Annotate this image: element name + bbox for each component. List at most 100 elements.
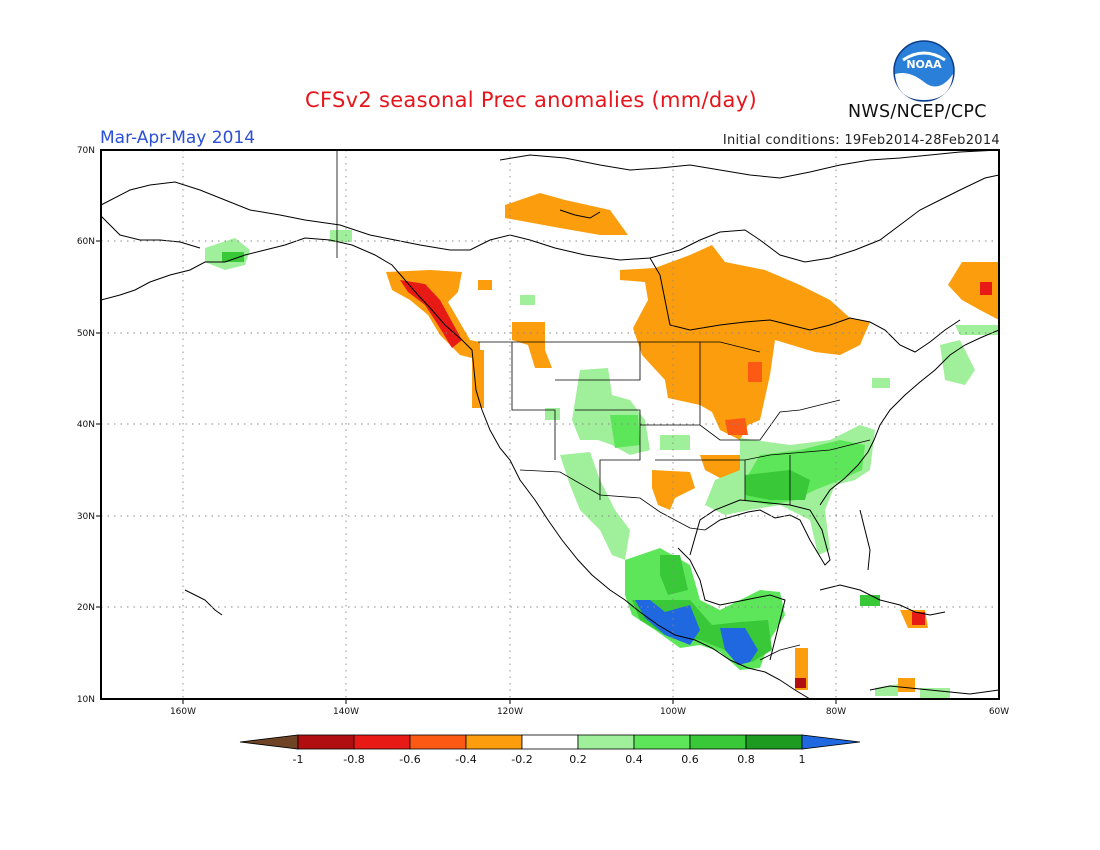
noaa-logo-icon: NOAA xyxy=(893,40,955,102)
colorbar-swatch xyxy=(633,734,691,750)
anomaly-patch xyxy=(610,415,640,448)
anomaly-patch xyxy=(872,378,890,388)
anomaly-patch xyxy=(898,678,915,692)
anomaly-patch xyxy=(330,230,352,242)
organization-label: NWS/NCEP/CPC xyxy=(848,102,987,122)
lon-label: 140W xyxy=(333,707,359,717)
colorbar-label: 0.4 xyxy=(625,753,643,766)
colorbar-label: -0.2 xyxy=(511,753,532,766)
border xyxy=(555,342,641,381)
colorbar-label: 0.8 xyxy=(737,753,755,766)
map-title: CFSv2 seasonal Prec anomalies (mm/day) xyxy=(305,88,757,112)
anomaly-patch xyxy=(725,418,748,435)
colorbar-label: 0.2 xyxy=(569,753,587,766)
anomaly-patch xyxy=(545,408,560,420)
lon-label: 120W xyxy=(497,707,523,717)
anomaly-patch xyxy=(912,612,925,625)
colorbar-swatch xyxy=(577,734,635,750)
anomaly-patch xyxy=(748,362,762,382)
anomaly-patch xyxy=(940,340,975,385)
lat-label: 70N xyxy=(77,146,95,156)
colorbar-arrow-right xyxy=(801,734,861,750)
anomaly-patch xyxy=(700,455,745,478)
colorbar-label: -0.4 xyxy=(455,753,476,766)
lat-label: 20N xyxy=(77,603,95,613)
political-borders xyxy=(336,150,871,661)
colorbar-label: -0.8 xyxy=(343,753,364,766)
coastline xyxy=(819,329,999,506)
anomaly-patch xyxy=(660,555,688,595)
lon-label: 160W xyxy=(170,707,196,717)
anomaly-patch xyxy=(222,252,244,262)
noaa-logo-text: NOAA xyxy=(906,58,942,71)
axis-ticks xyxy=(96,240,837,704)
lon-label: 100W xyxy=(660,707,686,717)
anomaly-patch xyxy=(472,350,484,408)
anomaly-patch xyxy=(980,282,992,295)
anomaly-patch xyxy=(745,470,810,500)
initial-conditions: Initial conditions: 19Feb2014-28Feb2014 xyxy=(722,133,1000,148)
lon-label: 60W xyxy=(989,707,1009,717)
colorbar-swatch xyxy=(465,734,523,750)
colorbar-swatch xyxy=(689,734,747,750)
anomaly-patch xyxy=(620,245,870,440)
anomaly-patch xyxy=(875,684,898,696)
anomaly-patch xyxy=(795,678,806,688)
map-frame xyxy=(100,149,1000,700)
anomaly-patch xyxy=(948,262,999,320)
season-label: Mar-Apr-May 2014 xyxy=(100,128,256,148)
colorbar-arrow-left xyxy=(239,734,299,750)
colorbar-swatch xyxy=(521,734,579,750)
coastline xyxy=(689,499,831,566)
border xyxy=(575,409,641,500)
graticule xyxy=(101,150,999,699)
anomaly-patch xyxy=(652,470,695,510)
colorbar: -1 -0.8 -0.6 -0.4 -0.2 0.2 0.4 0.6 0.8 1 xyxy=(239,734,861,766)
anomaly-patch xyxy=(505,193,628,235)
border xyxy=(519,469,706,531)
anomaly-patch xyxy=(512,322,552,368)
lat-label: 60N xyxy=(77,237,95,247)
anomaly-patch xyxy=(660,435,690,450)
coastline xyxy=(101,174,999,263)
coastline xyxy=(649,257,961,353)
border xyxy=(655,439,871,461)
anomaly-patch xyxy=(635,600,700,645)
lat-label: 50N xyxy=(77,329,95,339)
anomaly-patch xyxy=(560,452,630,560)
lat-label: 10N xyxy=(77,695,95,705)
lat-label: 30N xyxy=(77,512,95,522)
border xyxy=(640,399,841,441)
coastline xyxy=(559,209,601,219)
anomaly-patch xyxy=(860,595,880,606)
colorbar-swatch xyxy=(353,734,411,750)
border xyxy=(759,644,801,661)
colorbar-label: 1 xyxy=(799,753,806,766)
colorbar-swatch xyxy=(745,734,803,750)
coastline xyxy=(869,685,999,695)
coastline xyxy=(184,589,223,616)
colorbar-label: 0.6 xyxy=(681,753,699,766)
colorbar-swatch xyxy=(297,734,355,750)
colorbar-label: -0.6 xyxy=(399,753,420,766)
anomaly-patch xyxy=(955,325,999,335)
anomaly-patch xyxy=(400,280,462,348)
coastlines xyxy=(101,150,999,699)
lat-label: 40N xyxy=(77,420,95,430)
coastline xyxy=(819,584,946,616)
colorbar-swatch xyxy=(409,734,467,750)
anomaly-patch xyxy=(920,688,950,698)
colorbar-label: -1 xyxy=(293,753,304,766)
coastline xyxy=(499,150,999,179)
anomaly-patch xyxy=(478,280,492,290)
coastline xyxy=(101,215,201,249)
lon-label: 80W xyxy=(826,707,846,717)
border xyxy=(511,342,556,460)
anomaly-patch xyxy=(520,295,535,305)
coastline xyxy=(859,509,871,571)
anomaly-patch xyxy=(720,628,758,665)
anomaly-field xyxy=(205,193,999,698)
coastline xyxy=(101,237,811,699)
coastline xyxy=(677,547,786,661)
